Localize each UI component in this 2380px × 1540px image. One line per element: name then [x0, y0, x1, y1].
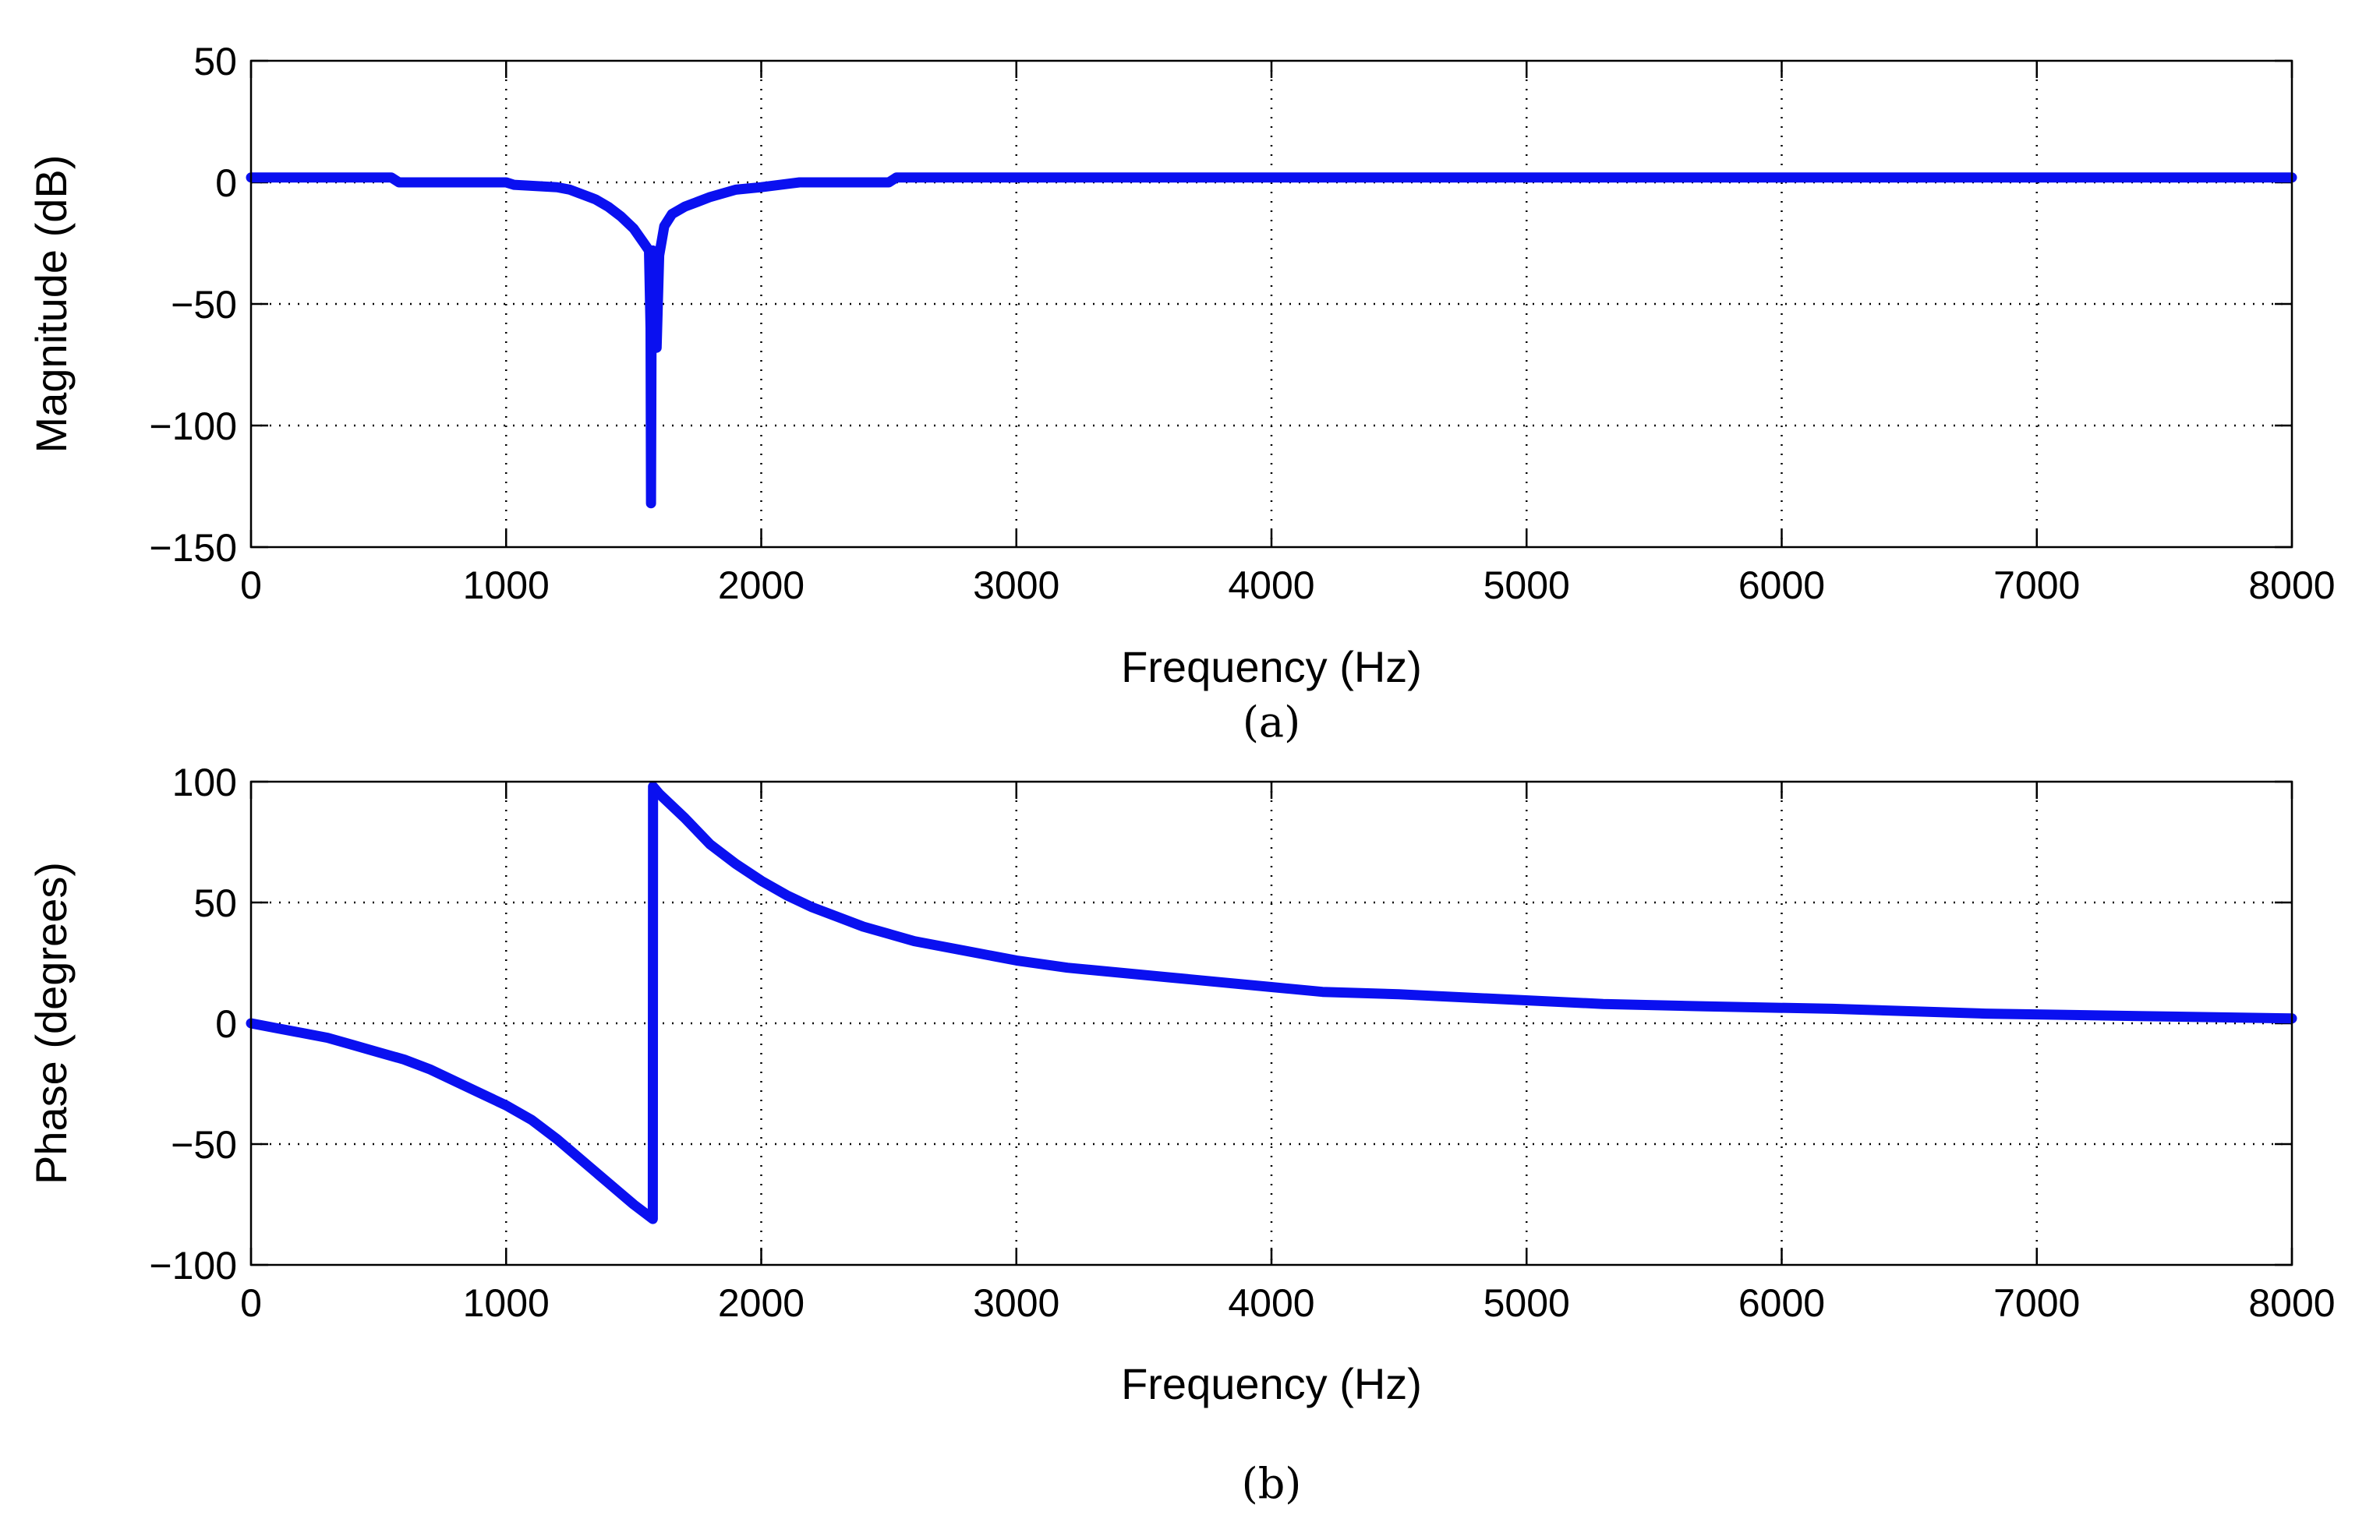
panel-b-caption: (b)	[1242, 1459, 1302, 1508]
x-tick-label: 0	[240, 1281, 262, 1325]
x-tick-label: 6000	[1738, 1281, 1825, 1325]
x-tick-label: 5000	[1484, 563, 1570, 607]
y-tick-label: 0	[215, 161, 237, 205]
x-tick-label: 3000	[973, 1281, 1059, 1325]
phase-panel: 0 1000 2000 3000 4000 5000 6000 7000 8000 100 50 0…	[27, 761, 2336, 1508]
x-tick-label: 6000	[1738, 563, 1825, 607]
y-tick-label: −100	[149, 1244, 237, 1287]
magnitude-series-line	[246, 172, 2297, 509]
y-tick-label: −50	[171, 283, 237, 327]
x-tick-label: 7000	[1993, 1281, 2080, 1325]
y-tick-label: −100	[149, 404, 237, 448]
y-tick-label: 100	[172, 761, 237, 804]
x-tick-label: 1000	[463, 563, 550, 607]
y-tick-label: −50	[171, 1123, 237, 1167]
x-tick-label: 2000	[718, 1281, 805, 1325]
x-tick-label: 8000	[2248, 1281, 2335, 1325]
x-tick-label: 7000	[1993, 563, 2080, 607]
x-tick-label: 1000	[463, 1281, 550, 1325]
x-tick-label: 3000	[973, 563, 1059, 607]
x-tick-label: 5000	[1484, 1281, 1570, 1325]
phase-series-line	[246, 781, 2297, 1224]
x-tick-label: 4000	[1228, 563, 1314, 607]
x-tick-label: 2000	[718, 563, 805, 607]
phase-plot-frame	[249, 780, 2293, 1266]
magnitude-plot-frame	[249, 59, 2293, 549]
phase-y-axis-label: Phase (degrees)	[27, 862, 76, 1185]
magnitude-panel: 0 1000 2000 3000 4000 5000 6000 7000 8000 50 0 −50…	[27, 40, 2336, 747]
magnitude-x-axis-label: Frequency (Hz)	[1121, 642, 1422, 691]
phase-x-axis-label: Frequency (Hz)	[1121, 1359, 1422, 1408]
x-tick-label: 0	[240, 563, 262, 607]
y-tick-label: 0	[215, 1002, 237, 1046]
panel-a-caption: (a)	[1243, 698, 1300, 747]
y-tick-label: 50	[193, 40, 237, 83]
x-tick-label: 8000	[2248, 563, 2335, 607]
magnitude-y-axis-label: Magnitude (dB)	[27, 155, 76, 454]
y-tick-label: −150	[149, 526, 237, 570]
x-tick-label: 4000	[1228, 1281, 1314, 1325]
y-tick-label: 50	[193, 881, 237, 925]
